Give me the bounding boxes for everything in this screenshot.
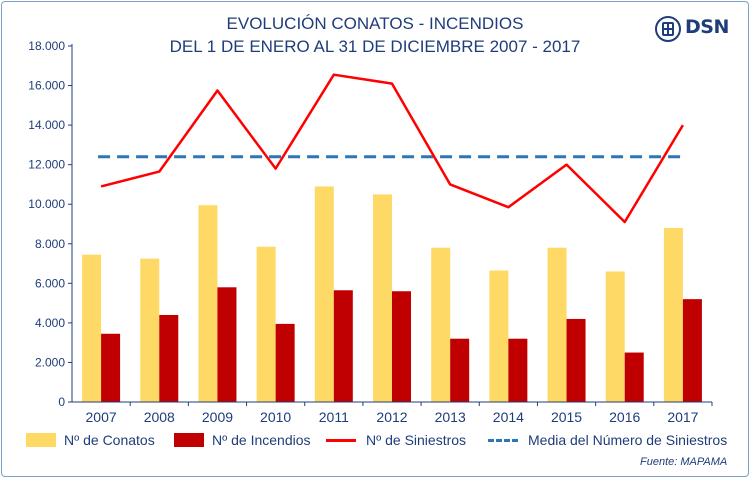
bar-conatos-2007 bbox=[82, 254, 102, 402]
x-tick-label-2010: 2010 bbox=[260, 409, 291, 425]
legend-swatch-siniestros bbox=[326, 438, 356, 442]
bar-incendios-2010 bbox=[275, 323, 295, 402]
legend-swatch-media bbox=[488, 438, 518, 442]
y-tick-label: 12.000 bbox=[28, 158, 65, 172]
coat-of-arms-icon bbox=[655, 16, 681, 42]
legend-item-media: Media del Número de Siniestros bbox=[488, 430, 727, 450]
bar-conatos-2016 bbox=[605, 271, 625, 402]
x-tick-label-2008: 2008 bbox=[144, 409, 175, 425]
x-tick-label-2009: 2009 bbox=[202, 409, 233, 425]
bar-conatos-2015 bbox=[547, 247, 567, 402]
bar-incendios-2014 bbox=[508, 338, 528, 402]
y-tick-label: 0 bbox=[58, 395, 65, 409]
bar-incendios-2017 bbox=[682, 299, 702, 402]
legend-label-media: Media del Número de Siniestros bbox=[528, 432, 728, 448]
bar-conatos-2010 bbox=[256, 246, 276, 402]
bar-incendios-2015 bbox=[566, 318, 586, 402]
siniestros-line bbox=[100, 73, 684, 224]
logo-text: DSN bbox=[685, 16, 729, 38]
bar-conatos-2011 bbox=[314, 186, 334, 402]
chart-title-line1: EVOLUCIÓN CONATOS - INCENDIOS bbox=[226, 14, 524, 33]
dsn-logo: DSN bbox=[655, 14, 745, 46]
x-tick-label-2012: 2012 bbox=[376, 409, 407, 425]
bar-conatos-2017 bbox=[663, 227, 683, 402]
legend-label-conatos: Nº de Conatos bbox=[64, 432, 155, 448]
bar-conatos-2014 bbox=[489, 270, 509, 402]
chart-title-line2: DEL 1 DE ENERO AL 31 DE DICIEMBRE 2007 -… bbox=[169, 37, 581, 56]
x-tick-label-2011: 2011 bbox=[319, 409, 349, 425]
bar-conatos-2008 bbox=[140, 258, 160, 402]
legend-item-siniestros: Nº de Siniestros bbox=[326, 430, 466, 450]
y-tick-label: 16.000 bbox=[28, 79, 65, 93]
legend-item-incendios: Nº de Incendios bbox=[174, 430, 311, 450]
bar-incendios-2008 bbox=[159, 314, 179, 402]
y-tick-label: 14.000 bbox=[28, 118, 65, 132]
bar-conatos-2012 bbox=[373, 194, 392, 402]
x-tick-label-2007: 2007 bbox=[86, 409, 117, 425]
x-tick-label-2015: 2015 bbox=[551, 409, 582, 425]
legend-swatch-conatos bbox=[26, 433, 56, 447]
x-tick-label-2014: 2014 bbox=[493, 409, 524, 425]
y-tick-label: 18.000 bbox=[28, 39, 65, 53]
y-tick-label: 2.000 bbox=[35, 355, 65, 369]
bar-incendios-2011 bbox=[333, 290, 353, 402]
bar-incendios-2013 bbox=[450, 338, 470, 402]
x-tick-label-2017: 2017 bbox=[667, 409, 698, 425]
legend-item-conatos: Nº de Conatos bbox=[26, 430, 155, 450]
y-tick-label: 6.000 bbox=[35, 276, 65, 290]
y-tick-label: 10.000 bbox=[28, 197, 65, 211]
x-tick-label-2016: 2016 bbox=[609, 409, 640, 425]
y-tick-label: 8.000 bbox=[35, 237, 65, 251]
bar-incendios-2009 bbox=[217, 287, 237, 402]
source-note: Fuente: MAPAMA bbox=[640, 456, 728, 468]
bar-conatos-2013 bbox=[431, 247, 451, 402]
bar-incendios-2007 bbox=[101, 333, 121, 402]
bar-incendios-2012 bbox=[392, 291, 411, 402]
bar-incendios-2016 bbox=[624, 352, 644, 402]
legend-swatch-incendios bbox=[174, 433, 204, 447]
y-tick-label: 4.000 bbox=[35, 316, 65, 330]
legend-label-incendios: Nº de Incendios bbox=[212, 432, 311, 448]
legend-label-siniestros: Nº de Siniestros bbox=[366, 432, 467, 448]
x-tick-label-2013: 2013 bbox=[435, 409, 466, 425]
bar-conatos-2009 bbox=[198, 205, 218, 402]
chart-legend: Nº de Conatos Nº de Incendios Nº de Sini… bbox=[0, 430, 750, 450]
